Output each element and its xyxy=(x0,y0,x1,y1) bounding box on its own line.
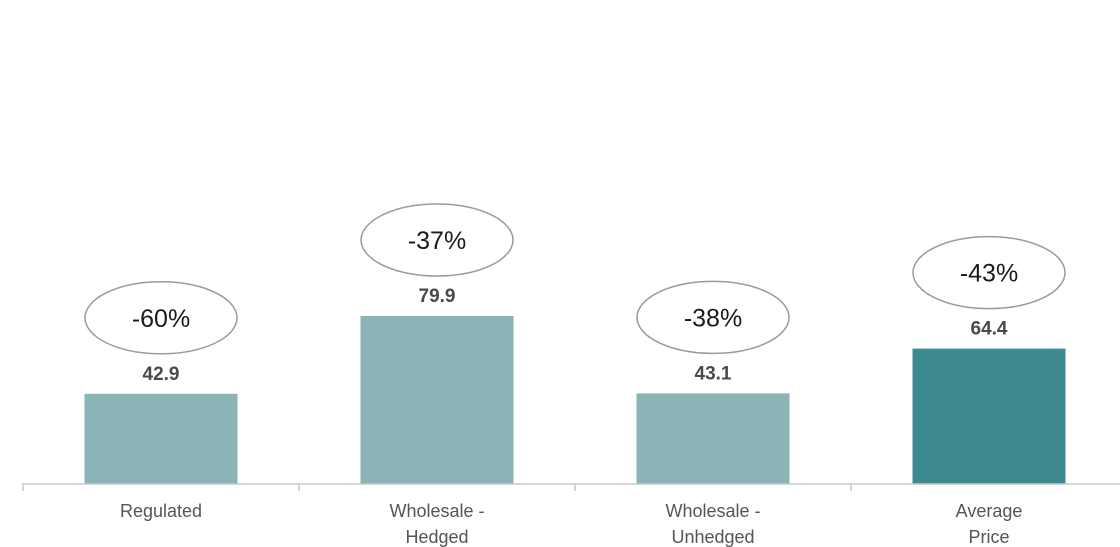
category-label: Regulated xyxy=(120,501,202,521)
category-label: Unhedged xyxy=(671,527,754,547)
category-label: Wholesale - xyxy=(665,501,760,521)
bar xyxy=(912,348,1066,484)
change-label: -60% xyxy=(132,305,190,333)
data-label: 64.4 xyxy=(971,319,1008,340)
change-label: -38% xyxy=(684,304,742,332)
change-bubble xyxy=(636,280,790,355)
labels-group: 42.9 -60% Regulated 79.9 -37% Wholesale - Hedg… xyxy=(84,203,1066,547)
category-label: Hedged xyxy=(405,527,468,547)
bars-group xyxy=(84,316,1066,484)
bar xyxy=(360,316,514,484)
change-label: -43% xyxy=(960,260,1018,288)
x-axis xyxy=(22,483,1120,491)
bar xyxy=(636,393,790,484)
change-bubble xyxy=(84,281,238,355)
category-label: Price xyxy=(968,527,1009,547)
category-label: Wholesale - xyxy=(389,501,484,521)
category-label: Average xyxy=(956,501,1023,521)
change-bubble xyxy=(912,235,1066,310)
bar xyxy=(84,393,238,484)
change-bubble xyxy=(360,203,514,277)
data-label: 42.9 xyxy=(143,364,180,385)
data-label: 79.9 xyxy=(419,286,456,307)
change-label: -37% xyxy=(408,227,466,255)
data-label: 43.1 xyxy=(695,363,732,384)
